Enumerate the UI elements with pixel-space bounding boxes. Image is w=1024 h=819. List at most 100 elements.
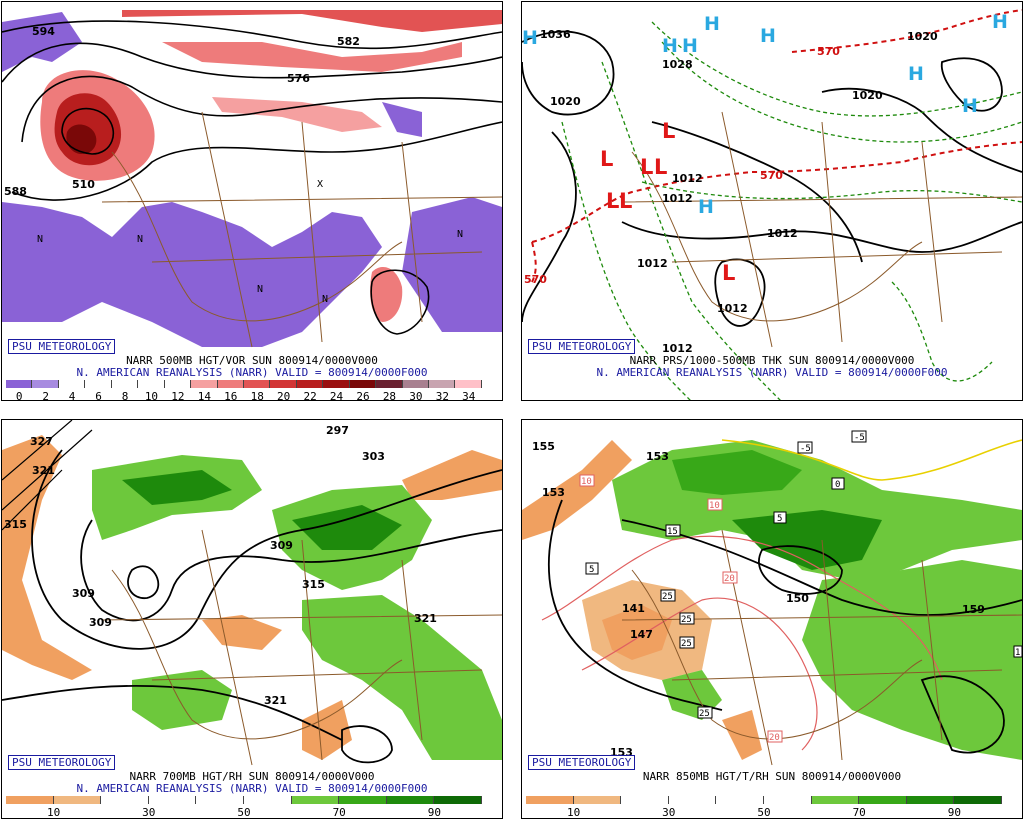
temperature-label: 10	[581, 477, 592, 487]
color-scale-swatch	[668, 796, 717, 804]
color-scale-swatch	[906, 796, 955, 804]
color-scale-swatch	[954, 796, 1002, 804]
color-scale-swatch	[402, 380, 429, 388]
temperature-label: 0	[835, 480, 840, 490]
color-scale-label: 50	[757, 806, 771, 819]
contour-label: 315	[302, 578, 325, 591]
color-scale-swatch	[6, 796, 54, 804]
high-pressure-marker: H	[760, 25, 776, 47]
map-500mb: 594 588 582 576 510 N N N N N X	[2, 10, 502, 348]
color-scale-swatch	[455, 380, 482, 388]
temperature-label: 10	[709, 501, 720, 511]
temperature-label: 5	[777, 514, 782, 524]
color-scale-swatch	[763, 796, 812, 804]
credit-label: PSU METEOROLOGY	[528, 339, 636, 354]
color-scale-swatch	[386, 796, 435, 804]
color-scale-swatch	[243, 380, 271, 388]
vort-min-marker: N	[137, 234, 143, 245]
color-scale-swatch	[323, 380, 350, 388]
color-scale-swatch	[196, 796, 244, 804]
color-scale-label: 26	[356, 390, 370, 401]
color-scale-label: 20	[277, 390, 291, 401]
map-700mb: 327 321 315 309 309 303 297 309 315 321 …	[2, 420, 502, 766]
panel-700mb-humidity: 327 321 315 309 309 303 297 309 315 321 …	[1, 419, 503, 819]
color-scale-label: 90	[427, 806, 442, 819]
color-scale-label: 18	[250, 390, 264, 401]
isobar-label: 1028	[662, 58, 693, 71]
contour-label: 594	[32, 25, 55, 38]
height-label: 159	[962, 603, 985, 616]
color-scale-swatch	[217, 380, 244, 388]
color-scale-label: 24	[329, 390, 344, 401]
color-scale-swatch	[191, 380, 218, 388]
vort-min-marker: N	[257, 284, 263, 295]
contour-label: 321	[32, 464, 55, 477]
temperature-label: -5	[854, 433, 865, 443]
color-scale-swatch	[376, 380, 403, 388]
thickness-label: 570	[524, 273, 547, 286]
color-scale-swatch	[85, 380, 112, 388]
contour-label: 588	[4, 185, 27, 198]
color-scale-label: 10	[144, 390, 159, 401]
credit-label: PSU METEOROLOGY	[8, 339, 116, 354]
isobar-label: 1012	[637, 257, 668, 270]
map-pressure-thickness: 1036 1020 1028 1020 1020 1012 1012 1012 …	[522, 9, 1022, 400]
color-scale-swatch	[138, 380, 165, 388]
color-scale-label: 6	[95, 390, 102, 401]
temperature-label: 1	[1015, 648, 1020, 658]
color-scale-label: 34	[462, 390, 476, 401]
contour-label: 309	[72, 587, 95, 600]
thickness-label: 570	[760, 169, 783, 182]
high-pressure-marker: H	[908, 63, 924, 85]
color-scale-swatch	[111, 380, 139, 388]
map-title: NARR 700MB HGT/RH SUN 800914/0000V000	[129, 770, 375, 783]
temperature-label: -5	[800, 444, 811, 454]
height-label: 155	[532, 440, 555, 453]
temperature-label: 25	[681, 639, 692, 649]
temperature-label: 25	[681, 615, 692, 625]
contour-label: 321	[414, 612, 437, 625]
low-pressure-marker: L	[619, 189, 632, 213]
isobar-label: 1012	[717, 302, 748, 315]
panel-500mb-vorticity: 594 588 582 576 510 N N N N N X PSU METE…	[1, 1, 503, 401]
credit-label: PSU METEOROLOGY	[528, 755, 636, 770]
color-scale-label: 30	[142, 806, 156, 819]
high-pressure-marker: H	[698, 196, 714, 218]
color-scale-swatch	[296, 380, 324, 388]
vort-min-marker: N	[322, 294, 328, 305]
contour-label: 303	[362, 450, 385, 463]
high-pressure-marker: H	[704, 13, 720, 35]
temperature-label: 25	[662, 592, 673, 602]
map-valid-time: N. AMERICAN REANALYSIS (NARR) VALID = 80…	[76, 366, 428, 379]
color-scale-swatch	[270, 380, 297, 388]
map-title: NARR PRS/1000-500MB THK SUN 800914/0000V…	[629, 354, 915, 367]
isobar-label: 1020	[907, 30, 938, 43]
color-scale-swatch	[573, 796, 622, 804]
color-scale-swatch	[148, 796, 197, 804]
color-scale-swatch	[811, 796, 860, 804]
temperature-label: 15	[667, 527, 678, 537]
map-title: NARR 500MB HGT/VOR SUN 800914/0000V000	[126, 354, 378, 367]
contour-label: 309	[89, 616, 112, 629]
isobar-label: 1012	[672, 172, 703, 185]
high-pressure-marker: H	[662, 35, 678, 57]
color-scale-swatch	[716, 796, 764, 804]
height-label: 141	[622, 602, 645, 615]
low-pressure-marker: L	[640, 155, 653, 179]
color-scale-label: 22	[303, 390, 317, 401]
color-scale-label: 70	[332, 806, 346, 819]
map-title: NARR 850MB HGT/T/RH SUN 800914/0000V000	[642, 770, 902, 783]
color-scale-swatch	[6, 380, 33, 388]
color-scale-label: 12	[171, 390, 185, 401]
contour-label: 297	[326, 424, 349, 437]
color-scale-swatch	[243, 796, 292, 804]
color-scale-swatch	[621, 796, 669, 804]
low-pressure-marker: L	[600, 147, 613, 171]
isobar-label: 1020	[550, 95, 581, 108]
color-scale-label: 2	[42, 390, 49, 401]
color-scale-label: 30	[662, 806, 676, 819]
temperature-label: 5	[589, 565, 594, 575]
isobar-label: 1012	[662, 342, 693, 355]
thickness-label: 570	[817, 45, 840, 58]
contour-label: 315	[4, 518, 27, 531]
